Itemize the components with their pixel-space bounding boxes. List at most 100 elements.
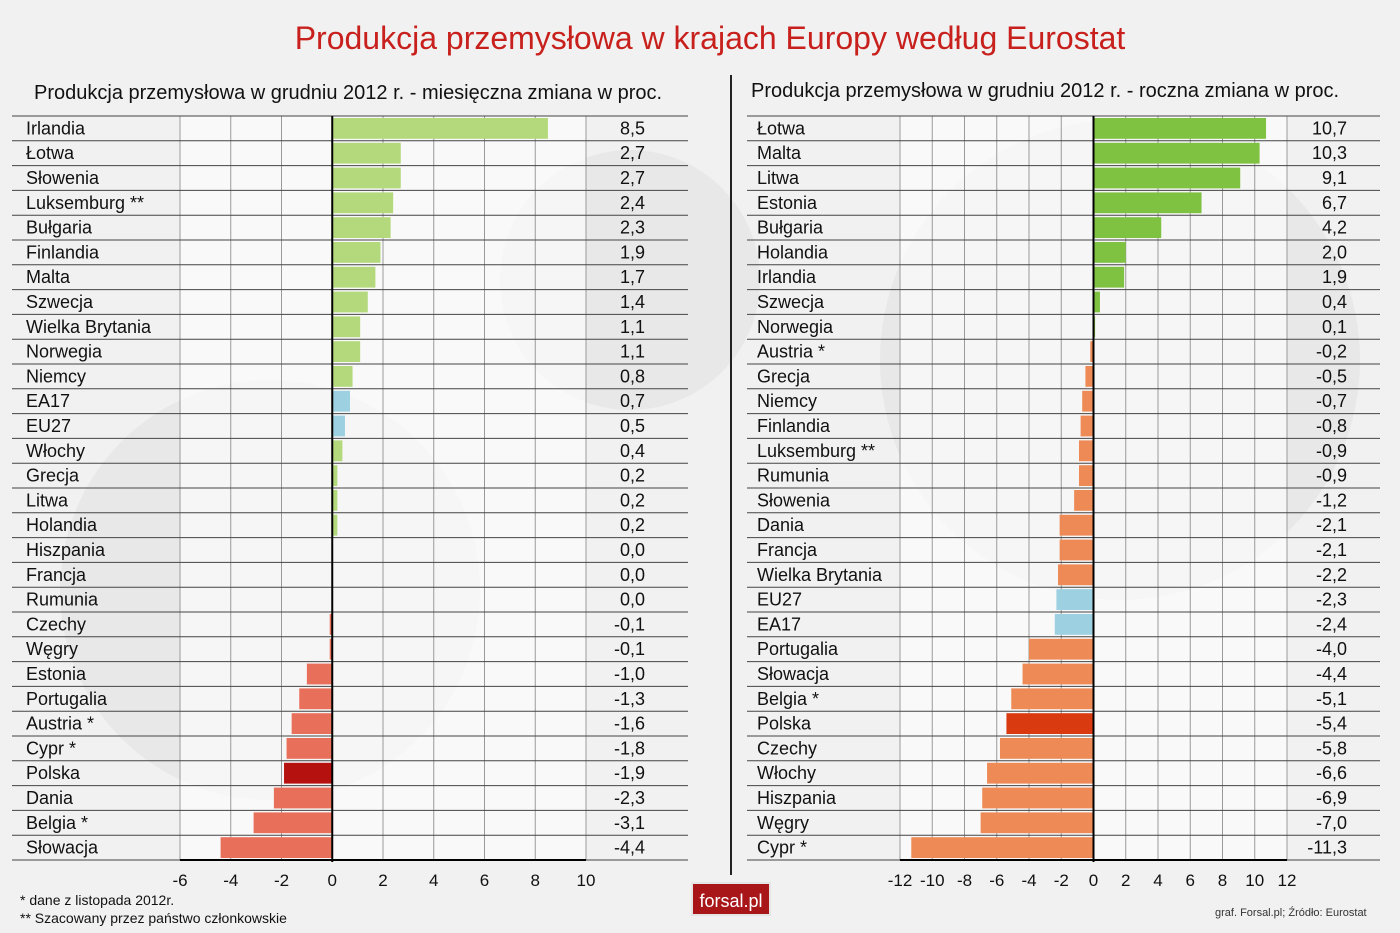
value-label: -5,8 xyxy=(1316,738,1347,758)
bar xyxy=(1059,514,1094,536)
bar xyxy=(999,738,1094,759)
value-label: 1,9 xyxy=(620,242,645,262)
bar xyxy=(332,465,338,486)
bar xyxy=(284,762,333,784)
footnote-estimate: ** Szacowany przez państwo członkowskie xyxy=(20,910,287,926)
category-label: Polska xyxy=(26,763,81,783)
value-label: 10,3 xyxy=(1312,143,1347,163)
value-label: -0,9 xyxy=(1316,466,1347,486)
category-label: Francja xyxy=(757,540,818,560)
category-label: Luksemburg ** xyxy=(757,441,875,461)
category-label: Dania xyxy=(26,788,74,808)
category-label: Finlandia xyxy=(26,242,100,262)
tick-label: 0 xyxy=(1089,871,1098,890)
tick-label: 8 xyxy=(1218,871,1227,890)
value-label: -0,8 xyxy=(1316,416,1347,436)
tick-label: 12 xyxy=(1278,871,1297,890)
value-label: 0,8 xyxy=(620,366,645,386)
bar xyxy=(1093,217,1162,238)
value-label: -5,4 xyxy=(1316,714,1347,734)
category-label: EU27 xyxy=(26,416,71,436)
bar xyxy=(982,787,1094,809)
value-label: 0,2 xyxy=(620,515,645,535)
value-label: -0,7 xyxy=(1316,391,1347,411)
bar xyxy=(299,688,333,710)
value-label: -1,8 xyxy=(614,738,645,758)
value-label: 1,7 xyxy=(620,267,645,287)
value-label: -6,9 xyxy=(1316,788,1347,808)
category-label: Niemcy xyxy=(26,366,86,386)
value-label: -1,9 xyxy=(614,763,645,783)
bar xyxy=(1093,242,1126,263)
category-label: Rumunia xyxy=(26,590,99,610)
bar xyxy=(332,242,381,263)
category-label: Austria * xyxy=(26,714,94,734)
tick-label: -6 xyxy=(172,871,187,890)
category-label: Portugalia xyxy=(26,689,108,709)
value-label: 2,7 xyxy=(620,168,645,188)
category-label: Szwecja xyxy=(757,292,825,312)
bar xyxy=(1085,366,1094,387)
bar xyxy=(253,812,333,834)
tick-label: 0 xyxy=(328,871,337,890)
category-label: Cypr * xyxy=(26,738,76,758)
category-label: Bułgaria xyxy=(757,218,824,238)
bar xyxy=(1059,539,1094,561)
footnote-november: * dane z listopada 2012r. xyxy=(20,892,175,908)
value-label: -11,3 xyxy=(1307,838,1347,858)
value-label: -0,1 xyxy=(614,614,645,634)
value-label: -1,2 xyxy=(1316,490,1347,510)
value-label: -2,1 xyxy=(1316,540,1347,560)
bar xyxy=(1093,266,1125,288)
bar xyxy=(1082,390,1094,412)
value-label: -6,6 xyxy=(1316,763,1347,783)
category-label: Grecja xyxy=(26,466,80,486)
bar xyxy=(332,217,391,238)
category-label: Włochy xyxy=(26,441,85,461)
bar xyxy=(332,167,401,189)
bar xyxy=(1078,440,1094,462)
tick-label: -12 xyxy=(888,871,913,890)
category-label: Luksemburg ** xyxy=(26,193,144,213)
bar xyxy=(332,192,394,214)
tick-label: 8 xyxy=(531,871,540,890)
bar xyxy=(1054,614,1094,635)
category-label: Norwegia xyxy=(757,317,834,337)
value-label: -5,1 xyxy=(1316,689,1347,709)
bar xyxy=(332,142,401,164)
value-label: 0,0 xyxy=(620,540,645,560)
value-label: -1,0 xyxy=(614,664,645,684)
bar xyxy=(332,341,361,362)
category-label: Hiszpania xyxy=(26,540,106,560)
value-label: -0,1 xyxy=(614,639,645,659)
value-label: 0,5 xyxy=(620,416,645,436)
category-label: Łotwa xyxy=(26,143,75,163)
category-label: Litwa xyxy=(26,490,69,510)
bar xyxy=(332,316,361,338)
bar xyxy=(1093,142,1260,164)
bar xyxy=(911,837,1094,858)
category-label: Rumunia xyxy=(757,466,830,486)
value-label: -0,2 xyxy=(1316,342,1347,362)
value-label: -2,3 xyxy=(1316,590,1347,610)
category-label: Hiszpania xyxy=(757,788,837,808)
bar xyxy=(332,440,343,462)
bar xyxy=(1006,713,1094,734)
category-label: Czechy xyxy=(26,614,86,634)
category-label: Bułgaria xyxy=(26,218,93,238)
value-label: 10,7 xyxy=(1312,118,1347,138)
category-label: Irlandia xyxy=(26,118,86,138)
category-label: Łotwa xyxy=(757,118,806,138)
value-label: 0,4 xyxy=(1322,292,1347,312)
value-label: -2,3 xyxy=(614,788,645,808)
category-label: Węgry xyxy=(26,639,78,659)
right-chart-title: Produkcja przemysłowa w grudniu 2012 r. … xyxy=(751,80,1340,102)
bar xyxy=(1093,167,1241,189)
value-label: 0,0 xyxy=(620,565,645,585)
tick-label: 10 xyxy=(577,871,596,890)
bar xyxy=(273,787,333,809)
category-label: Włochy xyxy=(757,763,816,783)
bar xyxy=(329,638,333,660)
tick-label: -6 xyxy=(989,871,1004,890)
tick-label: -4 xyxy=(223,871,238,890)
